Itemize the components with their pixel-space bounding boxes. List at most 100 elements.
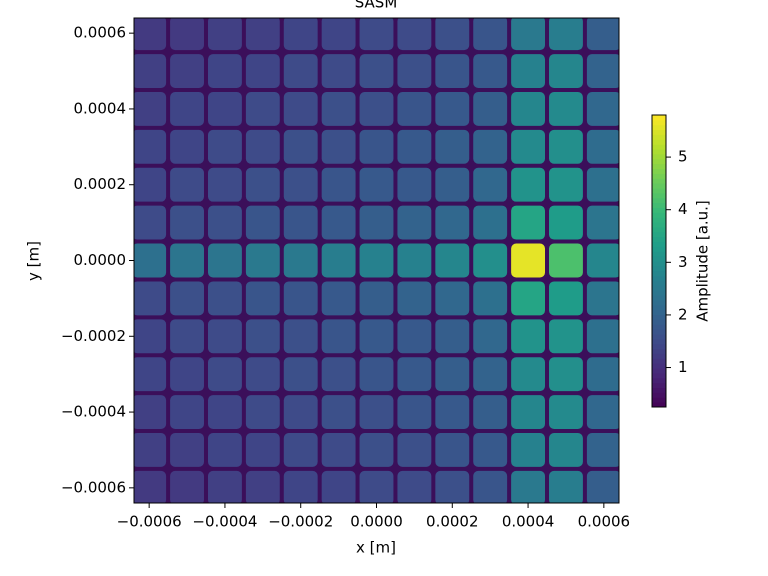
heatmap-cell — [245, 319, 280, 354]
heatmap-cell — [435, 357, 470, 392]
heatmap-cell — [586, 54, 619, 88]
heatmap-cell — [245, 243, 280, 278]
heatmap-cell — [207, 470, 242, 503]
heatmap-cell — [134, 18, 167, 51]
heatmap-cell — [170, 18, 204, 51]
heatmap-cell — [586, 167, 619, 202]
heatmap-cell — [549, 54, 583, 88]
heatmap-cell — [397, 243, 432, 278]
colorbar-segment — [652, 299, 666, 306]
heatmap-cell — [435, 91, 470, 126]
heatmap-cell — [359, 281, 394, 316]
colorbar-segment — [652, 178, 666, 184]
heatmap-cell — [321, 205, 356, 240]
heatmap-cell — [170, 167, 204, 202]
colorbar-segment — [652, 115, 666, 121]
colorbar-tick-label: 3 — [678, 253, 688, 271]
x-axis-label: x [m] — [356, 539, 396, 557]
heatmap-cell — [473, 243, 508, 278]
colorbar-segment — [652, 275, 666, 281]
heatmap-cell — [435, 433, 470, 467]
heatmap-cell — [134, 281, 167, 316]
heatmap-cell — [549, 357, 583, 392]
colorbar-segment — [652, 261, 666, 267]
heatmap-cell — [586, 18, 619, 51]
heatmap-cell — [473, 167, 508, 202]
colorbar-segment — [652, 397, 666, 403]
heatmap-cell — [207, 129, 242, 164]
heatmap-cell — [586, 433, 619, 467]
heatmap-cell — [511, 281, 546, 316]
heatmap-cell — [511, 395, 546, 430]
colorbar-segment — [652, 377, 666, 384]
heatmap-cell — [321, 470, 356, 503]
colorbar-segment — [652, 387, 666, 393]
heatmap-cell — [435, 395, 470, 430]
colorbar-segment — [652, 153, 666, 160]
heatmap-cell — [359, 54, 394, 88]
heatmap-cell — [170, 357, 204, 392]
colorbar-segment — [652, 280, 666, 286]
heatmap-cell — [435, 54, 470, 88]
colorbar-segment — [652, 285, 666, 291]
heatmap-cell — [283, 91, 318, 126]
heatmap-cell — [321, 18, 356, 51]
heatmap-cell — [170, 470, 204, 503]
heatmap-cell — [511, 319, 546, 354]
colorbar-segment — [652, 319, 666, 325]
heatmap-cell — [586, 357, 619, 392]
heatmap-cell — [207, 319, 242, 354]
heatmap-cell — [397, 18, 432, 51]
heatmap-cell — [549, 91, 583, 126]
heatmap-cell — [359, 357, 394, 392]
heatmap-cell — [359, 18, 394, 51]
heatmap-cell — [134, 205, 167, 240]
heatmap-cell — [207, 433, 242, 467]
heatmap-cell — [397, 281, 432, 316]
heatmap-cell — [170, 205, 204, 240]
heatmap-cell — [473, 18, 508, 51]
colorbar-segment — [652, 329, 666, 335]
heatmap-cell — [586, 129, 619, 164]
colorbar-segment — [652, 149, 666, 155]
colorbar-segment — [652, 207, 666, 213]
colorbar-segment — [652, 183, 666, 189]
heatmap-cell — [170, 54, 204, 88]
heatmap-cell — [511, 205, 546, 240]
heatmap-cell — [170, 129, 204, 164]
colorbar-segment — [652, 343, 666, 350]
colorbar-segment — [652, 236, 666, 243]
heatmap-cell — [321, 319, 356, 354]
colorbar-segment — [652, 295, 666, 301]
heatmap-cell — [321, 129, 356, 164]
heatmap-cell — [586, 319, 619, 354]
colorbar-segment — [652, 353, 666, 359]
heatmap-cell — [435, 281, 470, 316]
heatmap-cell — [283, 167, 318, 202]
heatmap-cell — [549, 470, 583, 503]
colorbar-tick-label: 5 — [678, 148, 688, 166]
heatmap-cell — [435, 319, 470, 354]
heatmap-cell — [359, 319, 394, 354]
heatmap-cell — [397, 205, 432, 240]
heatmap-cell — [473, 205, 508, 240]
heatmap-cell — [207, 395, 242, 430]
heatmap-cell — [170, 433, 204, 467]
heatmap-cell — [283, 54, 318, 88]
heatmap-cell — [245, 357, 280, 392]
heatmap-cell — [511, 470, 546, 503]
colorbar-tick-label: 1 — [678, 358, 688, 376]
heatmap-cell — [134, 243, 167, 278]
heatmap-cell — [283, 129, 318, 164]
heatmap-cell — [170, 243, 204, 278]
colorbar-segment — [652, 124, 666, 131]
heatmap-cell — [549, 18, 583, 51]
heatmap-cell — [245, 91, 280, 126]
x-tick-label: −0.0004 — [192, 513, 257, 531]
x-tick-label: 0.0000 — [350, 513, 403, 531]
heatmap-cell — [170, 91, 204, 126]
heatmap-cell — [359, 205, 394, 240]
x-tick-label: 0.0004 — [502, 513, 555, 531]
heatmap-cell — [586, 243, 619, 278]
heatmap-cell — [511, 54, 546, 88]
